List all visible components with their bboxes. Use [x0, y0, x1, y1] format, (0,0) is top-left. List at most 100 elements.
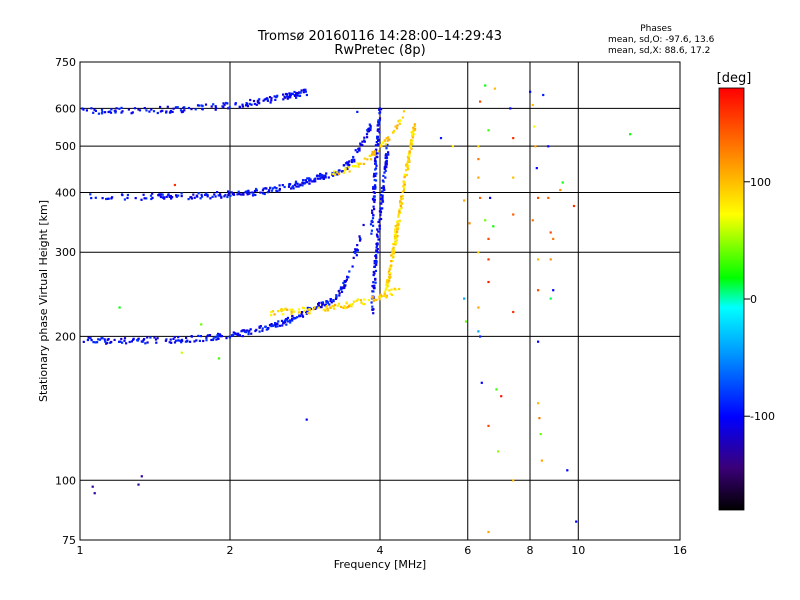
- data-point: [282, 308, 285, 311]
- data-point: [322, 177, 325, 180]
- data-point: [369, 124, 372, 128]
- data-point: [272, 187, 275, 190]
- data-point: [402, 185, 405, 188]
- data-point: [355, 254, 358, 257]
- data-point: [296, 316, 299, 319]
- data-point: [357, 149, 360, 152]
- data-point: [372, 224, 375, 227]
- data-point: [372, 290, 375, 293]
- data-point: [168, 341, 171, 344]
- x-tick-label: 6: [464, 544, 471, 557]
- data-point: [286, 316, 289, 319]
- data-point: [146, 336, 149, 339]
- data-point: [314, 306, 317, 309]
- data-point: [167, 193, 170, 196]
- data-point: [295, 93, 298, 96]
- data-point: [378, 131, 381, 134]
- data-point: [535, 167, 538, 170]
- data-point: [268, 323, 272, 327]
- data-point: [542, 93, 545, 97]
- data-point: [360, 301, 363, 304]
- data-point: [109, 111, 113, 114]
- data-point: [350, 305, 353, 308]
- data-point: [348, 170, 351, 173]
- data-point: [487, 424, 490, 427]
- data-point: [322, 302, 325, 305]
- data-point: [222, 106, 225, 109]
- data-point: [189, 340, 192, 343]
- data-point: [223, 103, 226, 106]
- data-point: [358, 239, 362, 242]
- data-point: [232, 331, 235, 334]
- grid-lines: [80, 62, 680, 540]
- data-point: [479, 100, 482, 103]
- data-point: [379, 214, 382, 217]
- data-point: [168, 195, 171, 198]
- data-point: [205, 192, 208, 195]
- data-point: [217, 194, 220, 197]
- data-point: [336, 173, 339, 176]
- data-point: [298, 311, 301, 314]
- data-point: [373, 185, 376, 188]
- data-point: [137, 108, 140, 111]
- data-point: [319, 173, 323, 176]
- data-point: [187, 198, 190, 201]
- data-point: [275, 95, 278, 98]
- data-point: [173, 341, 177, 344]
- data-point: [120, 337, 123, 341]
- data-point: [161, 193, 164, 196]
- data-point: [194, 108, 197, 111]
- data-point: [380, 186, 384, 190]
- data-point: [211, 338, 215, 341]
- data-point: [366, 129, 369, 132]
- phase-stats-heading: Phases: [640, 24, 672, 34]
- data-point: [393, 233, 396, 236]
- data-point: [369, 223, 373, 226]
- data-point: [164, 339, 167, 342]
- data-point: [206, 195, 209, 198]
- y-tick-label: 200: [55, 330, 76, 343]
- colorbar-tick-label: -100: [750, 410, 775, 423]
- data-point: [289, 96, 292, 99]
- data-point: [394, 243, 397, 246]
- data-point: [337, 289, 340, 293]
- data-point: [335, 294, 338, 297]
- data-point: [291, 319, 294, 322]
- data-point: [396, 124, 399, 127]
- data-point: [104, 111, 107, 114]
- data-point: [237, 334, 240, 337]
- data-point: [268, 96, 272, 99]
- data-point: [385, 294, 388, 297]
- data-point: [487, 280, 490, 284]
- data-point: [383, 139, 386, 142]
- data-point: [201, 104, 204, 107]
- data-point: [559, 188, 562, 192]
- data-point: [382, 186, 386, 189]
- data-point: [270, 311, 273, 314]
- data-point: [172, 337, 175, 340]
- data-point: [250, 103, 253, 106]
- data-point: [385, 154, 388, 157]
- data-point: [382, 174, 385, 177]
- data-point: [354, 248, 357, 251]
- data-point: [374, 187, 377, 190]
- data-point: [361, 302, 364, 305]
- data-point: [389, 292, 392, 295]
- data-point: [309, 307, 312, 310]
- data-point: [371, 197, 375, 201]
- data-point: [246, 193, 249, 196]
- data-point: [410, 141, 413, 144]
- data-point: [143, 107, 146, 110]
- data-point: [312, 180, 315, 183]
- data-point: [236, 193, 239, 196]
- data-point: [401, 194, 404, 197]
- data-point: [90, 339, 93, 342]
- data-point: [165, 110, 168, 113]
- data-point: [303, 182, 306, 185]
- data-point: [217, 337, 220, 340]
- data-point: [345, 306, 348, 309]
- data-point: [383, 188, 386, 192]
- data-point: [276, 325, 279, 328]
- data-point: [373, 173, 376, 176]
- data-point: [266, 99, 269, 102]
